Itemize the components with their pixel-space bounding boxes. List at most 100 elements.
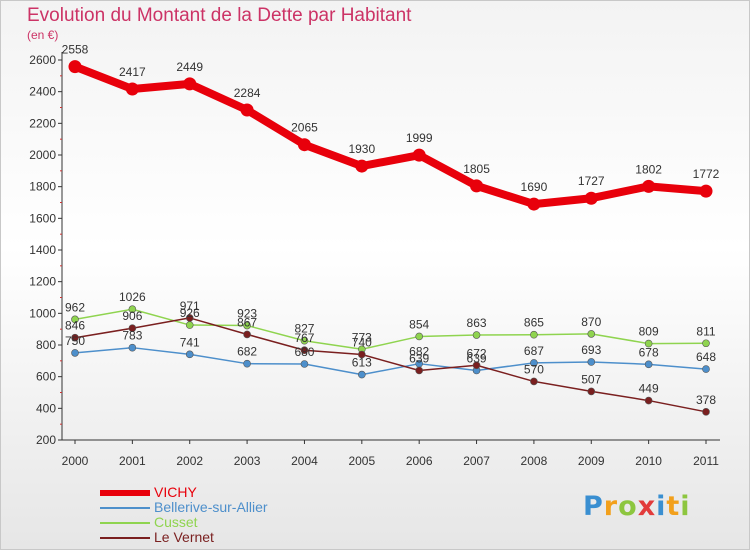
data-label: 906	[122, 309, 142, 323]
data-label: 1727	[578, 174, 605, 188]
series-line-0	[71, 62, 710, 209]
data-label: 507	[581, 372, 601, 386]
legend-swatch-cusset	[100, 522, 150, 524]
x-tick-label: 2009	[578, 454, 605, 468]
data-point	[530, 359, 538, 367]
data-point	[470, 179, 484, 193]
data-label: 923	[237, 307, 257, 321]
logo-letter: P	[583, 491, 604, 522]
data-point	[185, 321, 194, 329]
data-label: 687	[524, 344, 544, 358]
data-label: 1805	[463, 162, 490, 176]
data-point	[300, 346, 309, 355]
data-label: 926	[180, 306, 200, 320]
data-label: 1999	[406, 131, 433, 145]
data-point	[243, 359, 251, 368]
data-label: 1026	[119, 290, 146, 304]
data-point	[183, 77, 197, 91]
x-tick-label: 2000	[62, 454, 89, 468]
x-tick-label: 2004	[291, 454, 318, 468]
data-point	[587, 387, 596, 396]
data-label: 1930	[348, 142, 375, 156]
data-point	[412, 148, 426, 162]
data-label: 682	[237, 345, 257, 359]
y-tick-label: 2400	[29, 85, 56, 99]
legend-swatch-bellerive	[100, 507, 150, 509]
data-point	[243, 321, 251, 330]
y-unit-label: (en €)	[27, 28, 59, 42]
data-point	[644, 339, 653, 348]
data-point	[702, 408, 710, 416]
data-point	[128, 324, 137, 333]
series-line-2	[74, 308, 707, 351]
data-label: 648	[696, 350, 716, 364]
data-point	[530, 377, 538, 386]
data-label: 827	[294, 322, 314, 336]
x-tick-label: 2005	[348, 454, 375, 468]
y-tick-label: 1400	[29, 243, 56, 257]
x-tick-label: 2007	[463, 454, 490, 468]
data-label: 2558	[62, 43, 89, 57]
data-label: 750	[65, 334, 85, 348]
data-point	[415, 366, 423, 375]
data-label: 613	[352, 356, 372, 370]
chart-title: Evolution du Montant de la Dette par Hab…	[27, 5, 412, 26]
data-label: 1802	[635, 162, 662, 176]
data-label: 811	[696, 324, 715, 338]
data-label: 773	[352, 330, 372, 344]
data-point	[530, 330, 538, 339]
data-label: 378	[696, 393, 716, 407]
y-tick-label: 2600	[29, 53, 56, 67]
data-point	[644, 360, 653, 369]
data-label: 449	[639, 382, 659, 396]
data-label: 854	[409, 317, 429, 331]
data-label: 682	[409, 345, 429, 359]
data-label: 693	[581, 343, 601, 357]
x-tick-label: 2001	[119, 454, 146, 468]
logo-letter: x	[637, 491, 657, 522]
data-label: 846	[65, 319, 85, 333]
y-tick-label: 800	[36, 338, 56, 352]
data-label: 680	[294, 345, 314, 359]
data-point	[297, 138, 311, 152]
proxiti-logo: Proxiti	[583, 491, 691, 522]
data-point	[355, 159, 369, 173]
data-point	[587, 358, 596, 366]
y-tick-label: 1800	[29, 180, 56, 194]
data-point	[300, 360, 309, 368]
legend-label-vichy: VICHY	[154, 484, 197, 500]
data-point	[185, 314, 194, 322]
data-point	[699, 184, 713, 198]
data-label: 870	[581, 315, 601, 329]
data-label: 767	[294, 331, 314, 345]
data-point	[128, 343, 137, 352]
legend-label-le-vernet: Le Vernet	[154, 529, 214, 545]
logo-letter: o	[618, 491, 638, 522]
logo-letter: r	[603, 491, 619, 522]
data-point	[472, 331, 481, 339]
data-label: 740	[352, 336, 372, 350]
data-point	[300, 336, 309, 345]
y-tick-label: 600	[36, 370, 56, 384]
data-label: 672	[467, 346, 487, 360]
y-tick-label: 2200	[29, 116, 56, 130]
data-point	[358, 350, 366, 359]
data-label: 570	[524, 362, 544, 376]
y-tick-label: 1200	[29, 275, 56, 289]
legend-swatch-le-vernet	[100, 537, 150, 539]
data-point	[527, 197, 541, 211]
legend-label-bellerive: Bellerive-sur-Allier	[154, 499, 268, 515]
data-label: 962	[65, 300, 85, 314]
data-label: 863	[467, 316, 487, 330]
legend-label-cusset: Cusset	[154, 514, 198, 530]
y-tick-label: 200	[36, 433, 56, 447]
x-tick-label: 2006	[406, 454, 433, 468]
data-label: 2417	[119, 65, 146, 79]
data-label: 639	[409, 351, 429, 365]
data-point	[702, 339, 710, 348]
data-label: 971	[180, 299, 200, 313]
data-label: 2065	[291, 121, 318, 135]
logo-letter: i	[680, 491, 691, 522]
